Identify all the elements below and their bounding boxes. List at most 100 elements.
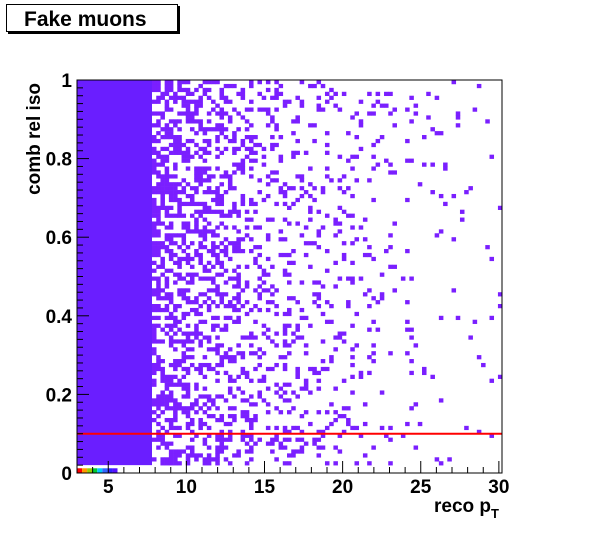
heatmap-cell <box>324 410 330 415</box>
heatmap-cell <box>173 417 178 423</box>
heatmap-cell <box>177 382 182 387</box>
heatmap-cell <box>299 80 305 85</box>
heatmap-cell <box>189 115 195 120</box>
heatmap-cell <box>240 201 246 207</box>
heatmap-cell <box>219 296 225 301</box>
heatmap-cell <box>181 355 187 360</box>
heatmap-cell <box>215 201 220 207</box>
y-axis-title: comb rel iso <box>24 83 45 195</box>
heatmap-cell <box>371 256 376 262</box>
heatmap-cell <box>303 441 309 446</box>
heatmap-cell <box>324 461 330 466</box>
heatmap-cell <box>156 95 161 100</box>
heatmap-cell <box>278 158 284 163</box>
heatmap-cell <box>202 225 208 230</box>
heatmap-cell <box>346 417 351 423</box>
heatmap-cell <box>168 256 174 262</box>
heatmap-cell <box>219 209 225 214</box>
heatmap-cell <box>202 237 208 242</box>
heatmap-cell <box>358 123 364 128</box>
heatmap-cell <box>211 327 216 332</box>
heatmap-cell <box>227 386 233 391</box>
heatmap-cell <box>295 115 300 120</box>
heatmap-cell <box>308 217 313 222</box>
heatmap-cell <box>261 272 267 277</box>
heatmap-cell <box>173 433 178 438</box>
heatmap-cell <box>194 111 199 116</box>
heatmap-cell <box>185 119 191 124</box>
heatmap-cell <box>181 288 187 293</box>
heatmap-cell <box>405 421 410 427</box>
heatmap-cell <box>295 394 300 399</box>
heatmap-cell <box>253 351 258 356</box>
heatmap-cell <box>194 311 199 317</box>
heatmap-cell <box>211 229 216 234</box>
heatmap-cell <box>265 441 271 446</box>
heatmap-cell <box>240 193 246 199</box>
heatmap-cell <box>350 276 355 281</box>
heatmap-cell <box>371 343 376 348</box>
heatmap-cell <box>202 209 208 214</box>
heatmap-cell <box>320 433 326 438</box>
heatmap-cell <box>405 138 410 144</box>
heatmap-cell <box>324 213 330 218</box>
heatmap-cell <box>223 99 229 104</box>
y-tick-label: 0.8 <box>46 150 72 171</box>
heatmap-cell <box>189 437 195 442</box>
heatmap-cell <box>333 335 338 340</box>
heatmap-cell <box>324 174 330 179</box>
heatmap-cell <box>173 186 178 191</box>
heatmap-cell <box>350 166 355 171</box>
heatmap-cell <box>295 300 300 305</box>
heatmap-cell <box>189 91 195 97</box>
heatmap-cell <box>346 131 351 136</box>
heatmap-cell <box>329 319 334 324</box>
heatmap-cell <box>303 410 309 415</box>
heatmap-cell <box>173 461 178 466</box>
heatmap-band <box>77 80 152 466</box>
heatmap-cell <box>164 170 170 175</box>
heatmap-cell <box>354 461 360 466</box>
heatmap-cell <box>375 99 381 104</box>
heatmap-cell <box>249 107 254 112</box>
heatmap-cell <box>177 205 182 210</box>
heatmap-cell <box>185 366 191 372</box>
heatmap-cell <box>257 264 262 269</box>
heatmap-cell <box>295 138 300 144</box>
heatmap-cell <box>173 166 178 171</box>
heatmap-cell <box>156 209 161 214</box>
heatmap-cell <box>341 378 347 383</box>
heatmap-cell <box>257 107 262 112</box>
heatmap-cell <box>249 402 254 407</box>
heatmap-cell <box>177 378 182 383</box>
heatmap-cell <box>392 170 397 175</box>
heatmap-cell <box>320 284 326 289</box>
heatmap-cell <box>337 107 343 112</box>
heatmap-cell <box>227 374 233 379</box>
heatmap-cell <box>265 386 271 391</box>
heatmap-cell <box>316 229 322 234</box>
heatmap-cell <box>164 205 170 210</box>
heatmap-cell <box>244 107 250 112</box>
heatmap-cell <box>316 386 322 391</box>
heatmap-cell <box>173 398 178 403</box>
heatmap-cell <box>206 461 212 466</box>
heatmap-cell <box>160 288 165 293</box>
heatmap-cell <box>438 193 444 199</box>
heatmap-cell <box>177 319 182 324</box>
heatmap-cell <box>240 162 246 167</box>
heatmap-cell <box>308 366 313 372</box>
heatmap-cell <box>232 307 237 313</box>
heatmap-cell <box>168 182 174 187</box>
heatmap-cell <box>270 441 275 446</box>
heatmap-cell <box>189 429 195 434</box>
heatmap-cell <box>392 221 397 226</box>
heatmap-cell <box>270 217 275 222</box>
heatmap-cell <box>164 429 170 434</box>
heatmap-cell <box>206 268 212 273</box>
heatmap-cell <box>198 182 203 187</box>
heatmap-cell <box>168 131 174 136</box>
heatmap-cell <box>413 402 419 407</box>
heatmap-cell <box>168 174 174 179</box>
heatmap-cell <box>333 217 338 222</box>
